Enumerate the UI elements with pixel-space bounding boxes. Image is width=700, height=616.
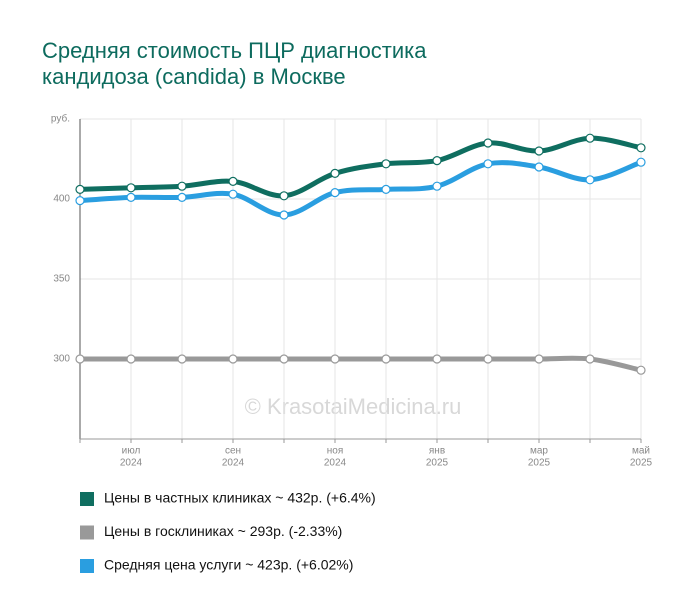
- y-tick-label: 400: [53, 194, 70, 205]
- point: [279, 354, 289, 364]
- legend-label: Цены в частных клиниках ~ 432р. (+6.4%): [104, 490, 376, 506]
- point: [330, 168, 340, 178]
- x-tick-label: 2024: [120, 458, 143, 469]
- point: [483, 354, 493, 364]
- legend-swatch: [80, 525, 94, 540]
- point: [381, 354, 391, 364]
- point: [483, 138, 493, 148]
- point: [228, 189, 238, 199]
- point: [585, 133, 595, 143]
- point: [381, 184, 391, 194]
- point: [432, 181, 442, 191]
- point: [636, 365, 646, 375]
- point: [534, 354, 544, 364]
- x-tick-label: сен: [225, 446, 241, 457]
- chart-title: Средняя стоимость ПЦР диагностика: [42, 38, 427, 63]
- point: [177, 192, 187, 202]
- point: [279, 191, 289, 201]
- point: [381, 159, 391, 169]
- point: [432, 354, 442, 364]
- x-tick-label: ноя: [327, 446, 344, 457]
- point: [75, 184, 85, 194]
- line: [77, 135, 644, 199]
- point: [483, 159, 493, 169]
- x-tick-label: 2024: [324, 458, 347, 469]
- legend-label: Цены в госклиниках ~ 293р. (-2.33%): [104, 523, 342, 539]
- x-tick-label: янв: [429, 446, 445, 457]
- point: [585, 175, 595, 185]
- point: [126, 183, 136, 193]
- point: [585, 354, 595, 364]
- point: [279, 210, 289, 220]
- point: [432, 156, 442, 166]
- point: [126, 192, 136, 202]
- point: [228, 176, 238, 186]
- point: [177, 354, 187, 364]
- point: [636, 143, 646, 153]
- x-tick-label: май: [632, 446, 650, 457]
- point: [177, 181, 187, 191]
- point: [330, 354, 340, 364]
- point: [228, 354, 238, 364]
- point: [330, 188, 340, 198]
- legend-label: Средняя цена услуги ~ 423р. (+6.02%): [104, 557, 353, 573]
- y-tick-label: 350: [53, 274, 70, 285]
- point: [534, 162, 544, 172]
- point: [126, 354, 136, 364]
- watermark: © KrasotaiMedicina.ru: [245, 394, 462, 419]
- line: [77, 355, 644, 373]
- chart-title: кандидоза (candida) в Москве: [42, 64, 346, 89]
- legend-swatch: [80, 559, 94, 573]
- point: [75, 354, 85, 364]
- point: [75, 196, 85, 206]
- y-tick-label: 300: [53, 354, 70, 365]
- x-tick-label: июл: [122, 446, 141, 457]
- x-tick-label: 2025: [528, 458, 551, 469]
- point: [636, 157, 646, 167]
- point: [534, 146, 544, 156]
- legend-swatch: [80, 492, 94, 506]
- y-tick-label: руб.: [51, 113, 70, 125]
- x-tick-label: 2024: [222, 458, 245, 469]
- x-tick-label: мар: [530, 446, 548, 457]
- x-tick-label: 2025: [630, 458, 653, 469]
- x-tick-label: 2025: [426, 458, 449, 469]
